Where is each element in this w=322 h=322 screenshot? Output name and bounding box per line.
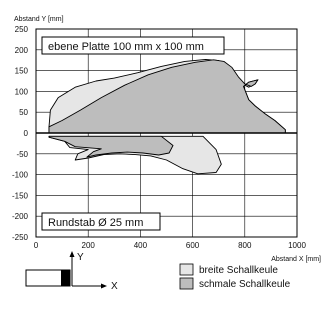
legend: breite Schallkeule schmale Schallkeule: [179, 263, 291, 290]
sensor-head: [61, 270, 70, 286]
y-tick-label: -250: [12, 233, 29, 242]
y-arrow-head: [69, 251, 75, 257]
annotation-top: ebene Platte 100 mm x 100 mm: [41, 36, 225, 55]
y-tick-label: 150: [15, 67, 29, 76]
legend-label-breit: breite Schallkeule: [199, 265, 278, 276]
x-tick-label: 800: [238, 241, 252, 250]
y-tick-label: -200: [12, 212, 29, 221]
sound-lobes: [36, 58, 297, 175]
annotation-bottom-text: Rundstab Ø 25 mm: [48, 217, 143, 229]
x-tick-label: 600: [186, 241, 200, 250]
annotation-top-text: ebene Platte 100 mm x 100 mm: [48, 41, 204, 53]
x-axis-title: Abstand X [mm]: [271, 256, 321, 263]
y-tick-label: 200: [15, 46, 29, 55]
y-tick-label: 50: [19, 108, 28, 117]
y-tick-label: 0: [24, 129, 29, 138]
annotation-bottom: Rundstab Ø 25 mm: [41, 212, 161, 231]
coord-x-label: X: [111, 281, 118, 292]
y-axis-title: Abstand Y [mm]: [14, 16, 64, 23]
y-tick-label: -50: [16, 150, 28, 159]
tick-labels: 0 200 400 600 800 1000 250 200 150 100 50 0 -50 -100 -…: [12, 25, 306, 250]
coord-y-label: Y: [77, 252, 84, 263]
legend-item-schmal: schmale Schallkeule: [179, 277, 291, 290]
y-tick-label: -150: [12, 191, 29, 200]
x-tick-label: 200: [82, 241, 96, 250]
y-tick-label: 250: [15, 25, 29, 34]
legend-swatch-breit: [179, 263, 194, 276]
x-tick-label: 1000: [288, 241, 306, 250]
x-arrow-head: [101, 283, 107, 289]
legend-item-breit: breite Schallkeule: [179, 263, 278, 276]
legend-label-schmal: schmale Schallkeule: [199, 279, 291, 290]
legend-swatch-schmal: [179, 277, 194, 290]
coordinate-diagram: Y X: [25, 251, 118, 292]
lobe-schmal-1: [48, 59, 286, 134]
lobe-schmal-3: [48, 135, 174, 158]
x-tick-label: 0: [34, 241, 39, 250]
x-tick-label: 400: [134, 241, 148, 250]
y-tick-label: -100: [12, 171, 29, 180]
y-tick-label: 100: [15, 87, 29, 96]
